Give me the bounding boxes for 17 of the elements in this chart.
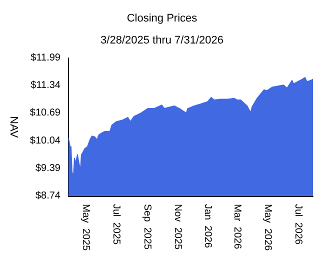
x-tick-label: Nov 2025 [172,204,183,250]
y-tick-label: $8.74 [35,190,61,202]
y-axis-title: NAV [8,116,20,139]
x-tick-label: Jul 2025 [110,204,122,246]
y-tick-label: $9.39 [35,162,61,174]
chart-subtitle: 3/28/2025 thru 7/31/2026 [100,34,224,46]
y-tick-label: $10.04 [30,135,61,146]
y-tick-label: $11.34 [30,80,61,92]
x-tick-label: May 2026 [262,204,274,252]
x-tick-label: May 2025 [80,204,91,252]
y-tick-label: $10.69 [30,108,61,119]
x-tick-label: Sep 2025 [141,204,152,250]
x-tick-label: Mar 2026 [232,204,243,250]
chart-title: Closing Prices [126,12,198,24]
x-tick-label: Jul 2026 [292,204,304,246]
y-tick-label: $11.99 [30,52,61,64]
x-tick-label: Jan 2026 [202,204,214,248]
